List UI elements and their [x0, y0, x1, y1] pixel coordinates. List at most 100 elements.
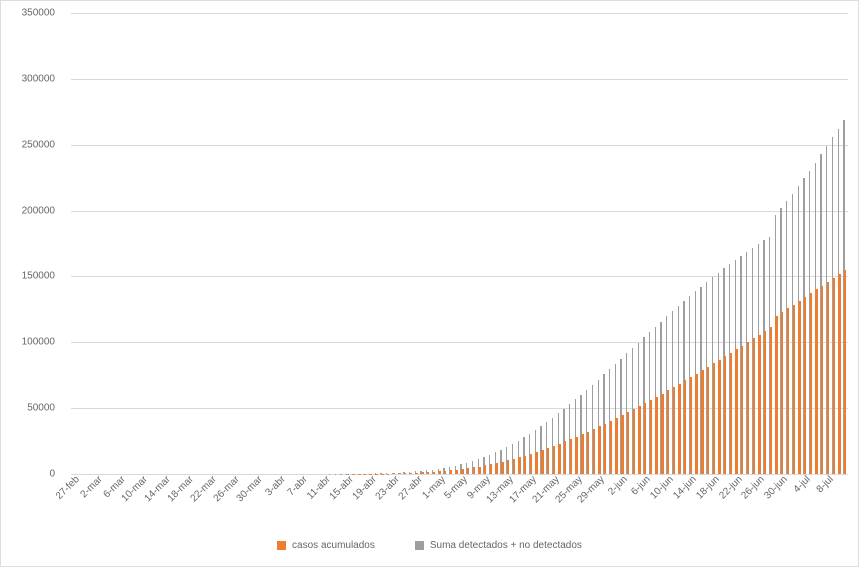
x-tick-label: 19-abr [350, 474, 378, 502]
y-tick-label: 350000 [1, 8, 61, 19]
x-tick-label: 4-jul [792, 474, 813, 495]
bar-casos [701, 370, 703, 474]
bar-casos [587, 432, 589, 474]
bar-casos [610, 421, 612, 474]
bar-casos [815, 289, 817, 474]
bar-casos [718, 360, 720, 474]
legend-label: Suma detectados + no detectados [430, 540, 582, 551]
x-tick-label: 5-may [443, 474, 470, 501]
bar-casos [593, 429, 595, 474]
bar-casos [575, 437, 577, 474]
bar-casos [753, 338, 755, 474]
x-tick-label: 26-jun [740, 474, 767, 501]
y-tick-label: 200000 [1, 205, 61, 216]
bar-casos [627, 412, 629, 474]
bar-casos [535, 452, 537, 474]
bar-casos [821, 286, 823, 474]
bar-casos [764, 331, 766, 474]
bar-casos [747, 342, 749, 474]
bar-casos [684, 380, 686, 474]
bar-casos [798, 301, 800, 474]
bar-casos [615, 418, 617, 474]
bar-casos [495, 463, 497, 474]
bar-casos [564, 441, 566, 474]
bar-casos [713, 363, 715, 474]
bar-casos [810, 293, 812, 474]
bar-casos [827, 282, 829, 474]
bar-casos [758, 335, 760, 474]
bar-casos [478, 467, 480, 474]
bar-casos [581, 434, 583, 474]
x-tick-label: 23-abr [373, 474, 401, 502]
bar-casos [650, 400, 652, 474]
bar-casos [844, 270, 846, 474]
legend: casos acumulados Suma detectados + no det… [1, 540, 858, 564]
plot-area [71, 13, 848, 474]
x-tick-label: 3-abr [263, 474, 287, 498]
legend-swatch [277, 541, 286, 550]
bar-casos [695, 374, 697, 474]
bar-casos [678, 384, 680, 474]
bar-casos [724, 356, 726, 474]
bar-casos [741, 346, 743, 474]
bar-casos [524, 456, 526, 474]
bar-casos [541, 450, 543, 474]
x-tick-label: 11-abr [305, 474, 333, 502]
bar-casos [507, 460, 509, 474]
bar-casos [530, 454, 532, 474]
bar-casos [838, 274, 840, 474]
bar-casos [804, 297, 806, 474]
bar-casos [833, 278, 835, 474]
bar-casos [570, 439, 572, 474]
bar-casos [558, 444, 560, 474]
bar-casos [690, 377, 692, 474]
bar-casos [513, 459, 515, 474]
x-tick-label: 22-jun [717, 474, 744, 501]
bar-casos [655, 397, 657, 474]
y-tick-label: 0 [1, 469, 61, 480]
bar-casos [644, 403, 646, 474]
y-tick-label: 150000 [1, 271, 61, 282]
bar-casos [673, 387, 675, 474]
bar-casos [518, 457, 520, 474]
bar-casos [501, 462, 503, 474]
legend-label: casos acumulados [292, 540, 375, 551]
bar-casos [775, 316, 777, 474]
bar-casos [604, 424, 606, 474]
x-tick-label: 15-abr [328, 474, 356, 502]
bar-casos [735, 349, 737, 474]
bar-casos [661, 394, 663, 474]
x-tick-label: 10-jun [648, 474, 675, 501]
bar-casos [787, 308, 789, 474]
bar-casos [781, 312, 783, 474]
bar-casos [730, 353, 732, 474]
legend-swatch [415, 541, 424, 550]
legend-item-suma: Suma detectados + no detectados [415, 540, 582, 551]
bars-area [71, 13, 848, 474]
legend-item-casos: casos acumulados [277, 540, 375, 551]
x-tick-label: 2-jun [607, 474, 631, 498]
x-tick-label: 27-abr [396, 474, 424, 502]
bar-casos [638, 406, 640, 474]
x-tick-label: 1-may [420, 474, 447, 501]
bar-casos [793, 305, 795, 474]
bar-casos [621, 415, 623, 474]
bar-casos [598, 426, 600, 474]
bar-casos [553, 446, 555, 474]
y-tick-label: 100000 [1, 337, 61, 348]
bar-casos [770, 327, 772, 474]
x-axis: 27-feb2-mar6-mar10-mar14-mar18-mar22-mar… [71, 474, 848, 544]
x-tick-label: 14-jun [671, 474, 698, 501]
x-tick-label: 18-jun [694, 474, 721, 501]
y-tick-label: 50000 [1, 403, 61, 414]
y-tick-label: 300000 [1, 73, 61, 84]
y-tick-label: 250000 [1, 139, 61, 150]
x-tick-label: 8-jul [815, 474, 836, 495]
bar-casos [667, 390, 669, 474]
bar-casos [547, 448, 549, 474]
bar-casos [633, 409, 635, 474]
bar-casos [490, 464, 492, 474]
x-tick-label: 30-jun [763, 474, 790, 501]
chart-container: 27-feb2-mar6-mar10-mar14-mar18-mar22-mar… [0, 0, 859, 567]
bar-casos [707, 367, 709, 474]
